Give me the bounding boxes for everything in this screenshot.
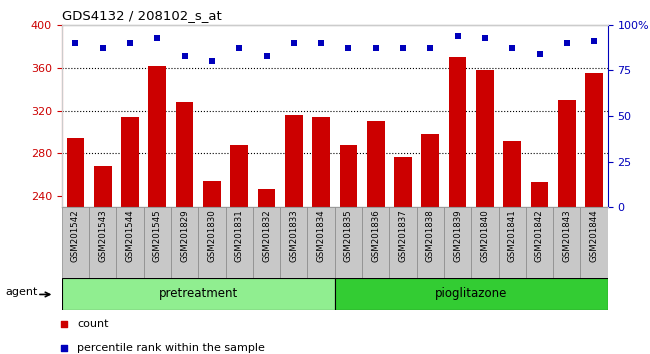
- Bar: [62, 207, 89, 278]
- Text: GSM201841: GSM201841: [508, 209, 517, 262]
- Point: [70, 40, 81, 46]
- Bar: [471, 207, 499, 278]
- Bar: [148, 65, 166, 354]
- Text: GSM201544: GSM201544: [125, 209, 135, 262]
- Bar: [503, 141, 521, 354]
- Text: GSM201830: GSM201830: [207, 209, 216, 262]
- Bar: [417, 207, 444, 278]
- Text: GSM201543: GSM201543: [98, 209, 107, 262]
- Bar: [367, 121, 385, 354]
- Bar: [444, 207, 471, 278]
- Bar: [116, 207, 144, 278]
- Bar: [362, 207, 389, 278]
- Bar: [421, 134, 439, 354]
- Point: [234, 46, 244, 51]
- Bar: [198, 207, 226, 278]
- Bar: [226, 207, 253, 278]
- Bar: [176, 102, 194, 354]
- Text: GSM201840: GSM201840: [480, 209, 489, 262]
- Bar: [121, 117, 139, 354]
- Text: GSM201836: GSM201836: [371, 209, 380, 262]
- Point: [452, 33, 463, 39]
- Point: [562, 40, 572, 46]
- Bar: [476, 70, 494, 354]
- Bar: [312, 117, 330, 354]
- Bar: [171, 207, 198, 278]
- Point: [152, 35, 162, 40]
- Point: [289, 40, 299, 46]
- Text: count: count: [77, 319, 109, 329]
- Point: [480, 35, 490, 40]
- Text: GSM201542: GSM201542: [71, 209, 80, 262]
- Bar: [144, 207, 171, 278]
- Bar: [530, 182, 549, 354]
- Bar: [89, 207, 116, 278]
- Bar: [394, 157, 412, 354]
- Point: [58, 321, 69, 326]
- Point: [589, 38, 599, 44]
- Point: [534, 51, 545, 57]
- Bar: [558, 100, 576, 354]
- Bar: [94, 166, 112, 354]
- Bar: [339, 145, 358, 354]
- Point: [398, 46, 408, 51]
- Text: GSM201842: GSM201842: [535, 209, 544, 262]
- Bar: [253, 207, 280, 278]
- Text: GSM201833: GSM201833: [289, 209, 298, 262]
- Bar: [499, 207, 526, 278]
- Text: agent: agent: [5, 287, 37, 297]
- Text: GSM201844: GSM201844: [590, 209, 599, 262]
- Text: pretreatment: pretreatment: [159, 287, 238, 300]
- Text: GSM201837: GSM201837: [398, 209, 408, 262]
- Bar: [389, 207, 417, 278]
- Point: [58, 346, 69, 351]
- Text: GSM201829: GSM201829: [180, 209, 189, 262]
- Point: [343, 46, 354, 51]
- Bar: [280, 207, 307, 278]
- Point: [125, 40, 135, 46]
- Bar: [335, 278, 608, 310]
- Text: GDS4132 / 208102_s_at: GDS4132 / 208102_s_at: [62, 9, 222, 22]
- Text: GSM201839: GSM201839: [453, 209, 462, 262]
- Text: GSM201545: GSM201545: [153, 209, 162, 262]
- Point: [207, 58, 217, 64]
- Bar: [66, 138, 84, 354]
- Bar: [335, 207, 362, 278]
- Bar: [230, 145, 248, 354]
- Point: [425, 46, 436, 51]
- Text: pioglitazone: pioglitazone: [435, 287, 508, 300]
- Bar: [62, 278, 335, 310]
- Text: percentile rank within the sample: percentile rank within the sample: [77, 343, 265, 353]
- Point: [179, 53, 190, 59]
- Text: GSM201831: GSM201831: [235, 209, 244, 262]
- Text: GSM201835: GSM201835: [344, 209, 353, 262]
- Text: GSM201834: GSM201834: [317, 209, 326, 262]
- Text: GSM201838: GSM201838: [426, 209, 435, 262]
- Bar: [257, 189, 276, 354]
- Bar: [580, 207, 608, 278]
- Bar: [307, 207, 335, 278]
- Point: [316, 40, 326, 46]
- Bar: [285, 115, 303, 354]
- Text: GSM201843: GSM201843: [562, 209, 571, 262]
- Point: [507, 46, 517, 51]
- Point: [98, 46, 108, 51]
- Point: [261, 53, 272, 59]
- Bar: [585, 73, 603, 354]
- Bar: [526, 207, 553, 278]
- Bar: [553, 207, 580, 278]
- Point: [370, 46, 381, 51]
- Bar: [203, 181, 221, 354]
- Text: GSM201832: GSM201832: [262, 209, 271, 262]
- Bar: [448, 57, 467, 354]
